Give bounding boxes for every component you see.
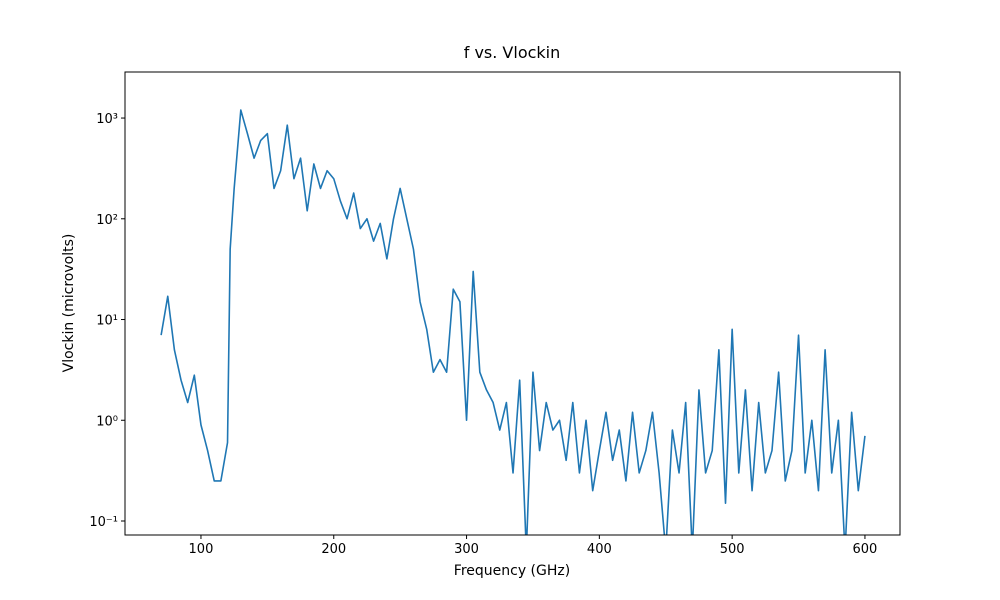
plot-area: [160, 109, 866, 535]
y-tick-label: 10²: [96, 213, 118, 228]
x-tick-label: 600: [853, 542, 878, 557]
x-tick-label: 500: [720, 542, 745, 557]
y-tick-label: 10⁻¹: [89, 515, 118, 530]
axes-frame: [124, 71, 901, 536]
x-tick-label: 100: [189, 542, 214, 557]
x-tick-label: 400: [587, 542, 612, 557]
chart-title: f vs. Vlockin: [464, 43, 561, 62]
x-tick-label: 200: [321, 542, 346, 557]
y-tick-label: 10³: [96, 112, 118, 127]
y-tick-label: 10¹: [96, 314, 118, 329]
data-line: [160, 109, 866, 535]
x-tick-label: 300: [454, 542, 479, 557]
y-tick-label: 10⁰: [96, 414, 118, 429]
x-axis-label: Frequency (GHz): [454, 563, 570, 579]
y-axis-label: Vlockin (microvolts): [61, 234, 77, 373]
